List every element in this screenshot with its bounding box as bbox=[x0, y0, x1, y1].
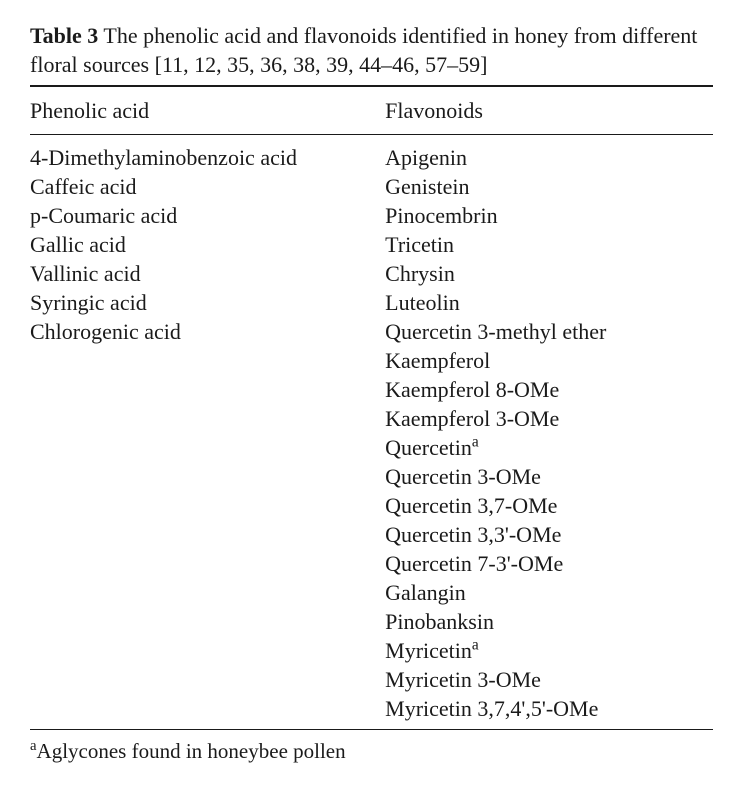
flavonoid-item: Galangin bbox=[385, 578, 713, 607]
footnote-text: Aglycones found in honeybee pollen bbox=[37, 739, 346, 763]
flavonoid-item-name: Chrysin bbox=[385, 261, 455, 286]
flavonoid-item-name: Quercetin 3-OMe bbox=[385, 464, 541, 489]
flavonoid-item: Quercetin 7-3'-OMe bbox=[385, 549, 713, 578]
flavonoid-item-name: Pinocembrin bbox=[385, 203, 497, 228]
flavonoid-item-sup: a bbox=[472, 434, 479, 451]
flavonoid-item: Myricetina bbox=[385, 636, 713, 665]
phenolic-acid-list: 4-Dimethylaminobenzoic acid Caffeic acid p… bbox=[30, 143, 385, 724]
flavonoid-item: Quercetin 3,7-OMe bbox=[385, 491, 713, 520]
caption-text-after: ] bbox=[480, 52, 487, 77]
phenolic-acid-item-name: Caffeic acid bbox=[30, 174, 136, 199]
header-row: Phenolic acid Flavonoids bbox=[30, 95, 713, 128]
flavonoids-list: Apigenin Genistein Pinocembrin Tricetin Chry… bbox=[385, 143, 713, 724]
top-rule bbox=[30, 85, 713, 87]
flavonoid-item: Kaempferol 3-OMe bbox=[385, 404, 713, 433]
phenolic-acid-item-name: 4-Dimethylaminobenzoic acid bbox=[30, 145, 297, 170]
flavonoid-item-name: Pinobanksin bbox=[385, 609, 494, 634]
flavonoid-item: Quercetin 3-methyl ether bbox=[385, 317, 713, 346]
flavonoid-item-name: Genistein bbox=[385, 174, 469, 199]
phenolic-acid-item: p-Coumaric acid bbox=[30, 201, 385, 230]
flavonoid-item: Quercetin 3,3'-OMe bbox=[385, 520, 713, 549]
caption-refs: 11, 12, 35, 36, 38, 39, 44–46, 57–59 bbox=[162, 52, 480, 77]
phenolic-acid-item: Gallic acid bbox=[30, 230, 385, 259]
flavonoid-item: Pinocembrin bbox=[385, 201, 713, 230]
data-row: 4-Dimethylaminobenzoic acid Caffeic acid p… bbox=[30, 143, 713, 724]
flavonoid-item-name: Quercetin 3,7-OMe bbox=[385, 493, 557, 518]
flavonoid-item-name: Galangin bbox=[385, 580, 466, 605]
phenolic-acid-item-name: Gallic acid bbox=[30, 232, 126, 257]
table-caption: Table 3 The phenolic acid and flavonoids… bbox=[30, 22, 713, 79]
flavonoid-item-sup: a bbox=[472, 637, 479, 654]
flavonoid-item-name: Quercetin bbox=[385, 435, 472, 460]
flavonoid-item-name: Kaempferol 3-OMe bbox=[385, 406, 559, 431]
flavonoid-item: Myricetin 3,7,4',5'-OMe bbox=[385, 694, 713, 723]
flavonoid-item-name: Luteolin bbox=[385, 290, 460, 315]
flavonoid-item: Tricetin bbox=[385, 230, 713, 259]
phenolic-acid-item-name: p-Coumaric acid bbox=[30, 203, 177, 228]
flavonoid-item-name: Quercetin 3-methyl ether bbox=[385, 319, 606, 344]
flavonoid-item: Kaempferol 8-OMe bbox=[385, 375, 713, 404]
flavonoid-item-name: Myricetin 3,7,4',5'-OMe bbox=[385, 696, 598, 721]
flavonoid-item-name: Quercetin 7-3'-OMe bbox=[385, 551, 563, 576]
phenolic-acid-item-name: Syringic acid bbox=[30, 290, 147, 315]
flavonoid-item-name: Quercetin 3,3'-OMe bbox=[385, 522, 561, 547]
phenolic-acid-item: Caffeic acid bbox=[30, 172, 385, 201]
phenolic-acid-item: Vallinic acid bbox=[30, 259, 385, 288]
phenolic-acid-item: Chlorogenic acid bbox=[30, 317, 385, 346]
flavonoid-item: Apigenin bbox=[385, 143, 713, 172]
flavonoid-item: Kaempferol bbox=[385, 346, 713, 375]
phenolic-acid-item-name: Chlorogenic acid bbox=[30, 319, 181, 344]
col-header-flavonoids: Flavonoids bbox=[385, 95, 713, 128]
header-rule bbox=[30, 134, 713, 135]
phenolic-acid-item: 4-Dimethylaminobenzoic acid bbox=[30, 143, 385, 172]
flavonoid-item-name: Kaempferol bbox=[385, 348, 490, 373]
table-page: Table 3 The phenolic acid and flavonoids… bbox=[0, 0, 743, 801]
flavonoid-item: Genistein bbox=[385, 172, 713, 201]
col-header-phenolic: Phenolic acid bbox=[30, 95, 385, 128]
flavonoid-item: Luteolin bbox=[385, 288, 713, 317]
bottom-rule bbox=[30, 729, 713, 730]
flavonoid-item: Pinobanksin bbox=[385, 607, 713, 636]
phenolic-acid-item-name: Vallinic acid bbox=[30, 261, 141, 286]
table-label: Table 3 bbox=[30, 23, 98, 48]
footnote: aAglycones found in honeybee pollen bbox=[30, 738, 713, 765]
phenolic-acid-item: Syringic acid bbox=[30, 288, 385, 317]
flavonoid-item-name: Apigenin bbox=[385, 145, 467, 170]
flavonoid-item: Quercetin 3-OMe bbox=[385, 462, 713, 491]
flavonoid-item-name: Myricetin 3-OMe bbox=[385, 667, 541, 692]
flavonoid-item: Myricetin 3-OMe bbox=[385, 665, 713, 694]
flavonoid-item: Chrysin bbox=[385, 259, 713, 288]
flavonoid-item-name: Myricetin bbox=[385, 638, 472, 663]
flavonoid-item-name: Kaempferol 8-OMe bbox=[385, 377, 559, 402]
flavonoid-item: Quercetina bbox=[385, 433, 713, 462]
flavonoid-item-name: Tricetin bbox=[385, 232, 454, 257]
